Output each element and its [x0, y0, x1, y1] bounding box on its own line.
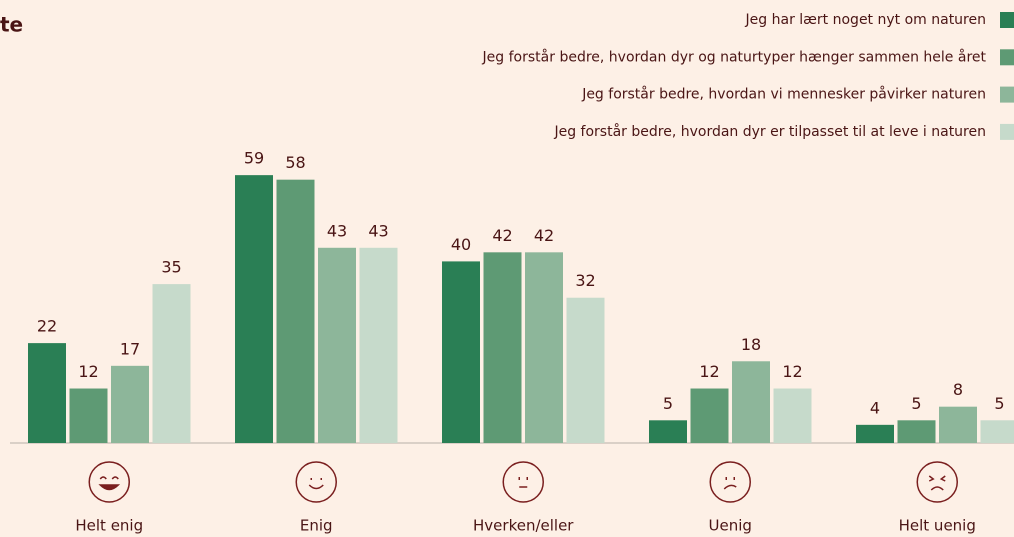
bar: [690, 388, 729, 443]
bar: [359, 247, 398, 443]
chart-title: te: [0, 13, 23, 37]
x-tick-label: Hverken/eller: [473, 517, 574, 535]
bar: [111, 365, 149, 443]
bar: [152, 284, 191, 443]
legend-swatch: [1000, 86, 1014, 103]
face-eyes: [518, 477, 528, 480]
bar: [69, 388, 108, 443]
x-tick-label: Helt enig: [75, 517, 143, 535]
face-mouth: [723, 484, 737, 490]
value-label: 17: [120, 339, 140, 358]
face-eyes: [725, 477, 735, 480]
bar: [442, 261, 480, 443]
face-icon: [916, 461, 958, 503]
value-label: 59: [244, 149, 264, 168]
legend-label: Jeg har lært noget nyt om naturen: [745, 12, 986, 28]
value-label: 5: [911, 394, 921, 413]
value-label: 12: [699, 362, 719, 381]
value-label: 5: [994, 394, 1004, 413]
x-tick-label: Enig: [300, 517, 333, 535]
value-label: 43: [327, 221, 347, 240]
legend-swatch: [1000, 12, 1014, 28]
face-eyes: [99, 476, 119, 480]
bar: [525, 252, 563, 443]
value-label: 58: [285, 153, 305, 172]
bar: [897, 420, 936, 443]
value-label: 42: [492, 226, 512, 245]
bar: [235, 175, 273, 443]
face-eyes: [310, 478, 322, 480]
value-label: 12: [78, 362, 98, 381]
value-label: 4: [870, 398, 880, 417]
bar: [939, 406, 977, 443]
value-label: 42: [534, 226, 554, 245]
value-label: 18: [741, 335, 761, 354]
face-mouth: [98, 484, 121, 491]
legend-swatch: [1000, 123, 1014, 140]
bar: [856, 424, 894, 443]
value-label: 5: [663, 394, 673, 413]
value-label: 40: [451, 235, 471, 254]
face-icon: [709, 461, 751, 503]
legend-label: Jeg forstår bedre, hvordan vi mennesker …: [581, 86, 986, 103]
face-mouth: [930, 486, 944, 491]
bar: [318, 247, 356, 443]
x-tick-label: Helt uenig: [899, 517, 976, 535]
face-icon: [88, 461, 130, 503]
face-icon: [502, 461, 544, 503]
face-eyes: [928, 475, 946, 482]
x-tick-label: Uenig: [709, 517, 752, 535]
value-label: 32: [575, 271, 595, 290]
legend-swatch: [1000, 49, 1014, 66]
legend-label: Jeg forstår bedre, hvordan dyr er tilpas…: [553, 123, 986, 140]
bar: [980, 420, 1014, 443]
bar: [483, 252, 522, 443]
legend-label: Jeg forstår bedre, hvordan dyr og naturt…: [482, 48, 987, 65]
bar: [732, 361, 770, 443]
face-icon: [295, 461, 337, 503]
value-label: 22: [37, 317, 57, 336]
value-label: 8: [953, 380, 963, 399]
face-mouth: [308, 484, 324, 490]
bar: [276, 179, 315, 443]
value-label: 12: [782, 362, 802, 381]
value-label: 35: [161, 258, 181, 277]
bar: [649, 420, 687, 443]
bar: [773, 388, 812, 443]
bar: [566, 297, 605, 443]
value-label: 43: [368, 221, 388, 240]
bar: [28, 343, 66, 443]
